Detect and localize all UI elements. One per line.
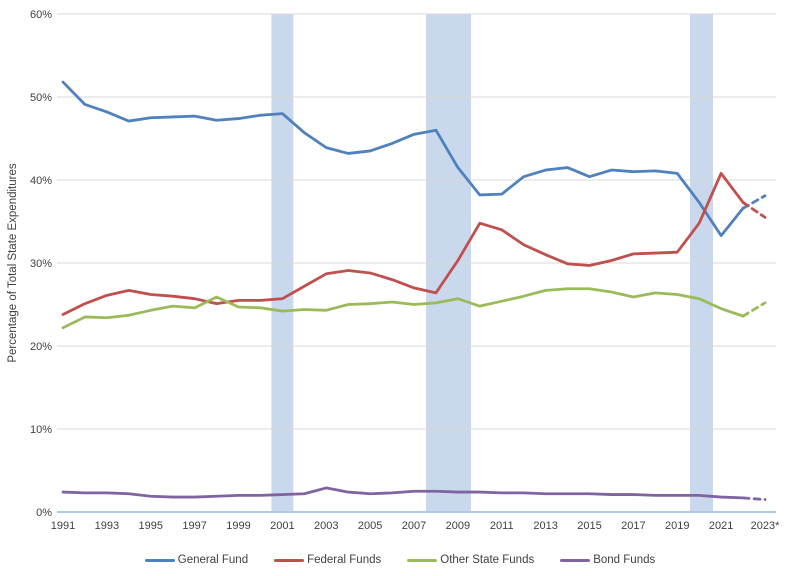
y-tick-label: 0% xyxy=(36,507,52,519)
x-tick-label: 2015 xyxy=(577,520,601,532)
y-tick-label: 60% xyxy=(30,9,52,21)
y-tick-label: 30% xyxy=(30,258,52,270)
y-tick-label: 50% xyxy=(30,92,52,104)
x-tick-label: 2003 xyxy=(314,520,338,532)
series-line-bond-funds xyxy=(61,486,745,500)
legend-swatch xyxy=(144,558,175,562)
y-tick-label: 10% xyxy=(30,424,52,436)
x-tick-label: 1991 xyxy=(51,520,75,532)
series-line-dashed-other-state-funds xyxy=(741,301,767,318)
legend-swatch xyxy=(407,558,438,562)
y-tick-label: 20% xyxy=(30,341,52,353)
series-line-general-fund xyxy=(61,80,745,238)
legend-label: Federal Funds xyxy=(307,554,382,566)
series-line-dashed-bond-funds xyxy=(741,496,767,501)
legend-swatch xyxy=(560,558,591,562)
x-tick-label: 2023* xyxy=(751,520,780,532)
series-line-federal-funds xyxy=(61,171,745,316)
legend-label: Other State Funds xyxy=(440,554,535,566)
x-tick-label: 1995 xyxy=(139,520,163,532)
x-tick-label: 2017 xyxy=(621,520,645,532)
x-tick-label: 2001 xyxy=(270,520,294,532)
y-tick-label: 40% xyxy=(30,175,52,187)
x-tick-label: 1997 xyxy=(182,520,206,532)
legend-item-federal-funds: Federal Funds xyxy=(274,554,381,566)
x-tick-label: 2013 xyxy=(533,520,557,532)
legend-label: Bond Funds xyxy=(593,554,656,566)
x-tick-label: 2007 xyxy=(402,520,426,532)
legend-item-other-state-funds: Other State Funds xyxy=(407,554,534,566)
x-tick-label: 2005 xyxy=(358,520,382,532)
x-tick-label: 2021 xyxy=(709,520,733,532)
legend: General Fund Federal Funds Other State Fun… xyxy=(0,549,800,571)
legend-label: General Fund xyxy=(177,554,249,566)
series-line-other-state-funds xyxy=(61,287,745,330)
series-line-dashed-general-fund xyxy=(741,194,767,210)
x-tick-label: 2011 xyxy=(490,520,514,532)
x-tick-label: 2019 xyxy=(665,520,689,532)
x-tick-label: 1999 xyxy=(226,520,250,532)
x-tick-label: 1993 xyxy=(95,520,119,532)
legend-item-general-fund: General Fund xyxy=(144,554,249,566)
legend-item-bond-funds: Bond Funds xyxy=(560,554,655,566)
legend-swatch xyxy=(274,558,305,562)
series-line-dashed-federal-funds xyxy=(741,201,767,219)
x-tick-label: 2009 xyxy=(446,520,470,532)
